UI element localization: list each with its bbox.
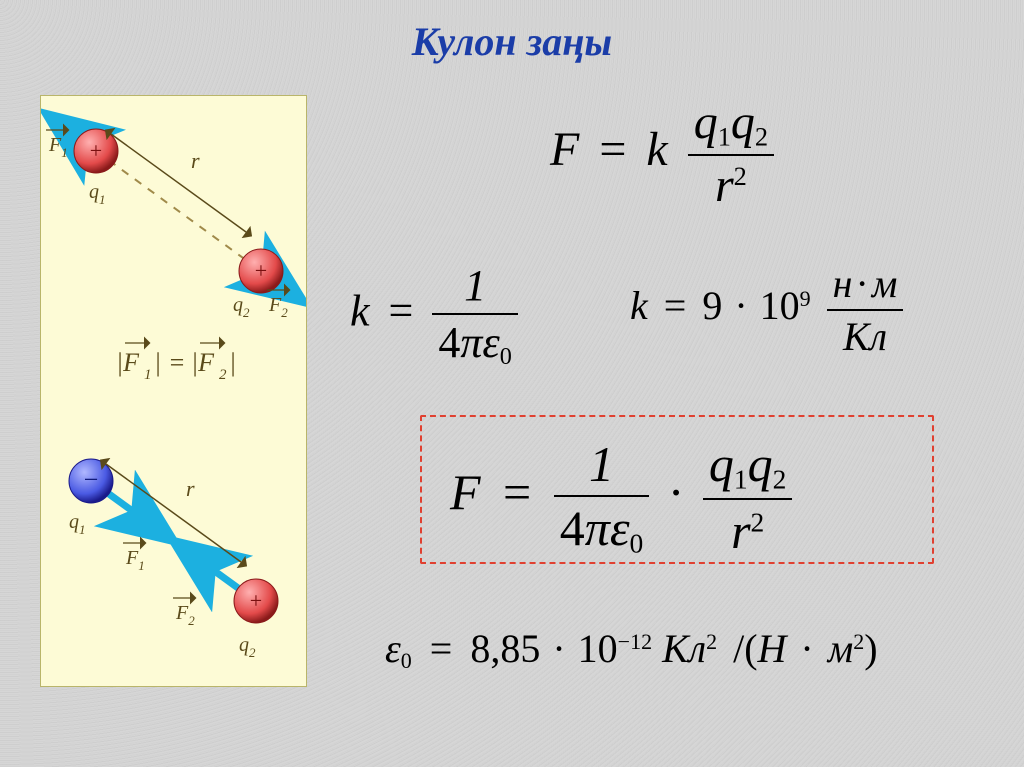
var-q1: q [694, 96, 718, 149]
num-four: 4 [438, 318, 460, 367]
sym-pi: π [585, 500, 610, 556]
num-four: 4 [560, 500, 585, 556]
formula-full: F = 1 4πε0 · q1q2 r2 [450, 435, 792, 560]
var-k: k [646, 123, 667, 176]
formula-area: F = k q1q2 r2 k = 1 4πε0 k = 9 · 109 [330, 95, 990, 735]
equals: = [381, 286, 422, 335]
unit-meter: м [828, 626, 854, 671]
sym-close: ) [864, 626, 877, 671]
unit-coulomb: Кл [662, 626, 706, 671]
formula-main: F = k q1q2 r2 [550, 95, 774, 213]
svg-text:|: | [229, 348, 236, 377]
coulomb-diagram-panel: + + r F1 q1 q2 F2 |F1| = |F2| − + r q1 F… [40, 95, 307, 687]
num-one: 1 [432, 260, 517, 313]
svg-text:+: + [90, 138, 102, 163]
formula-eps-value: ε0 = 8,85 · 10−12 Кл2 /(Н · м2) [385, 625, 878, 674]
sup-nine: 9 [800, 286, 811, 311]
svg-text:2: 2 [219, 367, 227, 383]
svg-text:+: + [255, 258, 267, 283]
unit-coulomb: Кл [827, 309, 904, 360]
svg-text:|F: |F [116, 348, 140, 377]
svg-text:−: − [84, 465, 99, 494]
coulomb-diagram-svg: + + r F1 q1 q2 F2 |F1| = |F2| − + r q1 F… [41, 96, 306, 686]
var-q1: q [709, 436, 734, 492]
sym-open: /( [727, 626, 757, 671]
svg-text:q2: q2 [239, 634, 256, 660]
var-r: r [715, 159, 734, 212]
num-ten: 10 [760, 283, 800, 328]
equals: = [493, 464, 541, 520]
formula-k-def: k = 1 4πε0 [350, 260, 518, 371]
var-k: k [630, 283, 648, 328]
num-one: 1 [554, 435, 650, 495]
svg-text:r: r [191, 148, 200, 173]
sym-dot: · [550, 626, 567, 671]
svg-text:=: = [168, 348, 186, 377]
page-title: Кулон заңы [0, 18, 1024, 65]
unit-newton: н [833, 261, 853, 306]
var-q2: q [731, 96, 755, 149]
var-k: k [350, 286, 370, 335]
sym-eps: ε [610, 500, 630, 556]
equals: = [422, 626, 461, 671]
svg-text:|F: |F [191, 348, 215, 377]
num-mantissa: 8,85 [470, 626, 540, 671]
sup-exp: −12 [618, 629, 652, 654]
svg-text:|: | [154, 348, 161, 377]
sub-zero: 0 [401, 648, 412, 673]
svg-text:1: 1 [144, 367, 152, 383]
var-r: r [731, 503, 750, 559]
unit-newton: Н [758, 626, 787, 671]
svg-text:q1: q1 [89, 181, 106, 207]
var-F: F [550, 123, 579, 176]
var-F: F [450, 464, 481, 520]
svg-text:+: + [250, 588, 262, 613]
var-q2: q [748, 436, 773, 492]
svg-text:F1: F1 [125, 547, 145, 573]
unit-meter: м [872, 261, 898, 306]
sym-dot: · [732, 283, 749, 328]
svg-text:F2: F2 [175, 602, 195, 628]
svg-text:q1: q1 [69, 511, 86, 537]
svg-text:r: r [186, 476, 195, 501]
sub-zero: 0 [500, 343, 512, 370]
sym-eps: ε [385, 626, 401, 671]
num-ten: 10 [578, 626, 618, 671]
equals: = [591, 123, 634, 176]
sym-pi: π [460, 318, 482, 367]
formula-k-value: k = 9 · 109 н·м Кл [630, 260, 903, 360]
sub-zero: 0 [630, 528, 644, 559]
sym-eps: ε [482, 318, 499, 367]
svg-text:q2: q2 [233, 294, 250, 320]
equals: = [658, 283, 693, 328]
svg-text:F1: F1 [48, 134, 68, 160]
num-nine: 9 [702, 283, 722, 328]
svg-text:F2: F2 [268, 294, 288, 320]
